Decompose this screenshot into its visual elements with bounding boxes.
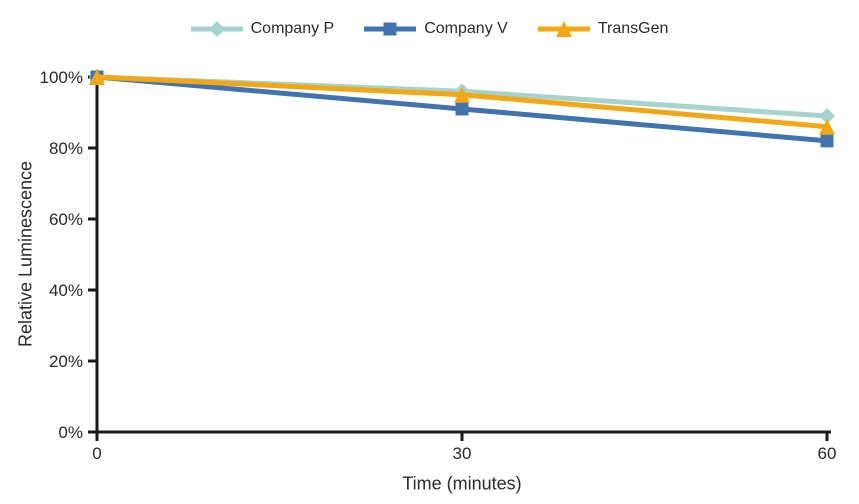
x-axis-title: Time (minutes) — [402, 473, 522, 494]
x-tick-label: 30 — [453, 444, 472, 463]
transgen-triangle-line-icon — [537, 21, 590, 37]
legend-square-icon — [383, 22, 397, 36]
legend-item-company-p: Company P — [190, 20, 335, 38]
y-tick-label: 40% — [49, 281, 83, 300]
y-tick-label: 60% — [49, 210, 83, 229]
legend-label-company-p: Company P — [250, 20, 335, 37]
x-tick-label: 0 — [92, 444, 101, 463]
square-marker-icon — [820, 134, 834, 148]
x-tick-label: 60 — [818, 444, 837, 463]
legend-diamond-icon — [208, 21, 225, 37]
triangle-marker-icon — [819, 118, 835, 135]
diamond-marker-icon — [819, 108, 835, 125]
legend-label-company-v: Company V — [424, 20, 508, 37]
company-v-square-line-icon — [364, 22, 417, 36]
legend-item-company-v: Company V — [364, 20, 508, 38]
company-p-diamond-line-icon — [190, 21, 243, 37]
triangle-marker-icon — [89, 69, 105, 85]
legend-triangle-icon — [555, 21, 572, 37]
y-tick-label: 0% — [58, 423, 83, 442]
y-tick-label: 20% — [49, 352, 83, 371]
legend-label-transgen: TransGen — [597, 20, 669, 37]
square-marker-icon — [455, 102, 469, 116]
triangle-marker-icon — [454, 86, 470, 103]
legend-item-transgen: TransGen — [537, 20, 669, 38]
y-tick-label: 100% — [40, 68, 83, 87]
y-tick-label: 80% — [49, 139, 83, 158]
legend: Company P Company V TransGen — [0, 20, 859, 38]
